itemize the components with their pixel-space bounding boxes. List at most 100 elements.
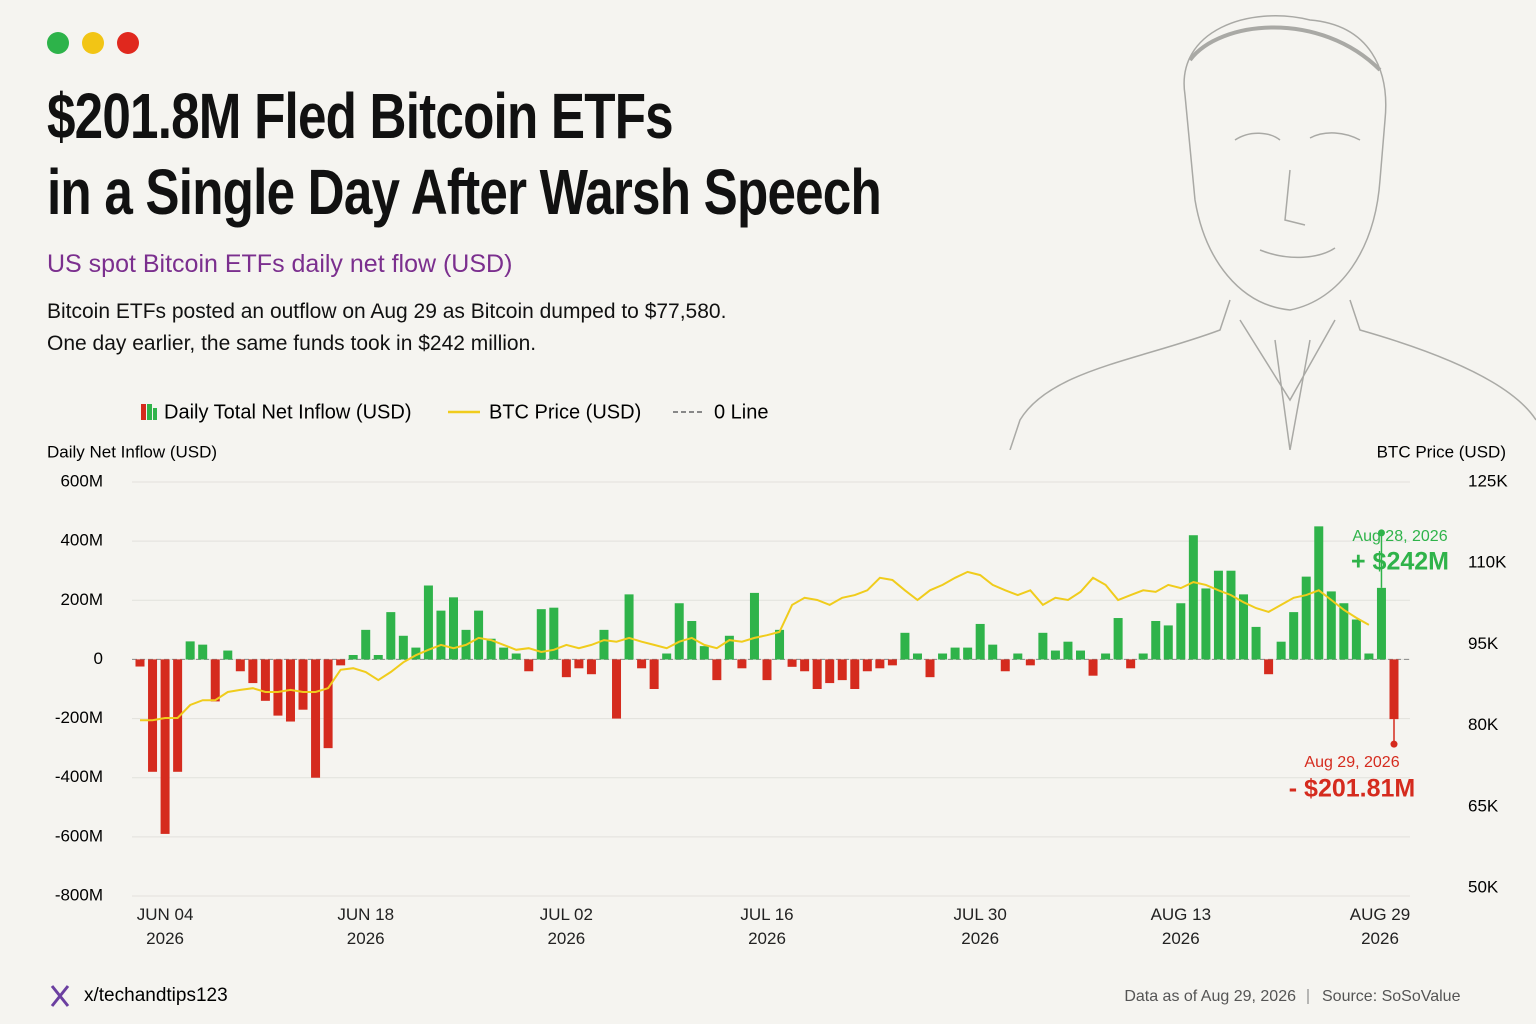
bar [373, 654, 383, 660]
bar [1376, 587, 1386, 660]
bar [1226, 570, 1236, 660]
bar [837, 659, 847, 681]
bar [536, 609, 546, 660]
bar [1314, 526, 1324, 660]
bar [1276, 641, 1286, 660]
legend-icon [153, 408, 157, 420]
bar [1013, 653, 1023, 660]
bar [875, 659, 885, 669]
bar [160, 659, 170, 834]
bar [988, 644, 998, 660]
bar [311, 659, 321, 778]
y2-tick-label: 95K [1468, 634, 1499, 653]
description: Bitcoin ETFs posted an outflow on Aug 29… [47, 300, 727, 323]
bar [436, 610, 446, 660]
bar [361, 629, 371, 660]
bar [1088, 659, 1098, 676]
bar [524, 659, 534, 672]
bar [762, 659, 772, 681]
bar [511, 653, 521, 660]
bar [787, 659, 797, 667]
bar [1364, 653, 1374, 660]
bar [950, 647, 960, 660]
bar [260, 659, 270, 701]
bar [148, 659, 158, 772]
bar [223, 650, 233, 660]
bar [549, 607, 559, 660]
legend-label: 0 Line [714, 401, 769, 423]
bar [1138, 653, 1148, 660]
bar [637, 659, 647, 669]
bar [975, 623, 985, 660]
bar [1301, 576, 1311, 660]
bar [323, 659, 333, 749]
bar [574, 659, 584, 669]
y2-tick-label: 110K [1468, 553, 1507, 572]
window-dot [82, 32, 104, 54]
bar [423, 585, 433, 660]
bar [185, 641, 195, 660]
y-tick-label: -800M [55, 885, 103, 904]
bar [273, 659, 283, 716]
annotation-date: Aug 29, 2026 [1304, 754, 1399, 771]
x-tick-label: JUL 02 2026 [539, 905, 593, 948]
x-tick-label: JUN 18 2026 [337, 905, 395, 948]
legend-label: BTC Price (USD) [489, 401, 641, 423]
y-tick-label: 200M [60, 590, 103, 609]
bar [198, 644, 208, 660]
bar [1076, 650, 1085, 660]
bar [486, 638, 496, 660]
footer-handle: x/techandtips123 [84, 985, 228, 1006]
x-tick-label: AUG 13 2026 [1150, 905, 1212, 948]
bar [336, 659, 346, 666]
bar [1201, 588, 1211, 660]
bar [1339, 603, 1349, 660]
bar [1289, 612, 1299, 660]
bar [687, 620, 697, 660]
bar [1351, 619, 1361, 660]
bar [862, 659, 872, 672]
bar [386, 612, 396, 660]
legend-icon [141, 404, 146, 420]
x-tick-label: AUG 29 2026 [1349, 905, 1411, 948]
bar [649, 659, 659, 689]
bar [674, 603, 684, 660]
bar [825, 659, 835, 684]
bar [800, 659, 810, 672]
bar [1188, 535, 1198, 660]
annotation-date: Aug 28, 2026 [1352, 528, 1447, 545]
x-tick-label: JUL 16 2026 [740, 905, 794, 948]
y-tick-label: -600M [55, 826, 103, 845]
bar [624, 594, 634, 660]
bar [1050, 650, 1060, 660]
bar [1126, 659, 1136, 669]
bar [1000, 659, 1010, 672]
bar [586, 659, 596, 675]
title: $201.8M Fled Bitcoin ETFs [47, 80, 674, 152]
bar [474, 610, 484, 660]
annotation-dot [1377, 529, 1385, 537]
bar [1326, 591, 1336, 660]
x-tick-label: JUN 04 2026 [136, 905, 194, 948]
y2-tick-label: 80K [1468, 715, 1499, 734]
bar [775, 629, 785, 660]
y-tick-label: 0 [94, 649, 103, 668]
bar [235, 659, 245, 672]
y-tick-label: -200M [55, 708, 103, 727]
bar [812, 659, 822, 689]
bar [1101, 653, 1111, 660]
bar [887, 659, 897, 666]
value-label: - $201.81M [1289, 775, 1415, 803]
legend-icon [147, 404, 152, 420]
bar [1151, 620, 1161, 660]
footer-note: Data as of Aug 29, 2026 [1124, 988, 1296, 1005]
y2-tick-label: 125K [1468, 471, 1508, 490]
bar [912, 653, 922, 660]
portrait-sketch [1009, 15, 1536, 450]
annotation-dot [1390, 740, 1398, 748]
y-axis-title: Daily Net Inflow (USD) [47, 442, 217, 461]
bar [1163, 625, 1173, 660]
title: in a Single Day After Warsh Speech [47, 156, 882, 228]
